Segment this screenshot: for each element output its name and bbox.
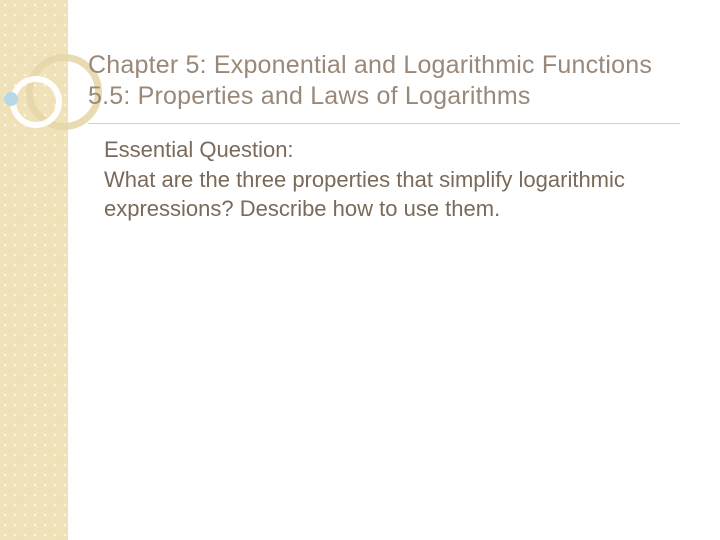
title-line-1: Chapter 5: Exponential and Logarithmic F… [88, 51, 652, 79]
decorative-dot [4, 92, 18, 106]
decorative-ring-inner [10, 76, 62, 128]
title-line-2: 5.5: Properties and Laws of Logarithms [88, 82, 531, 110]
slide-body: Essential Question: What are the three p… [104, 136, 650, 224]
slide-title: Chapter 5: Exponential and Logarithmic F… [88, 50, 680, 124]
body-line-2: What are the three properties that simpl… [104, 166, 650, 223]
body-line-1: Essential Question: [104, 136, 650, 165]
slide-content: Chapter 5: Exponential and Logarithmic F… [88, 50, 680, 225]
